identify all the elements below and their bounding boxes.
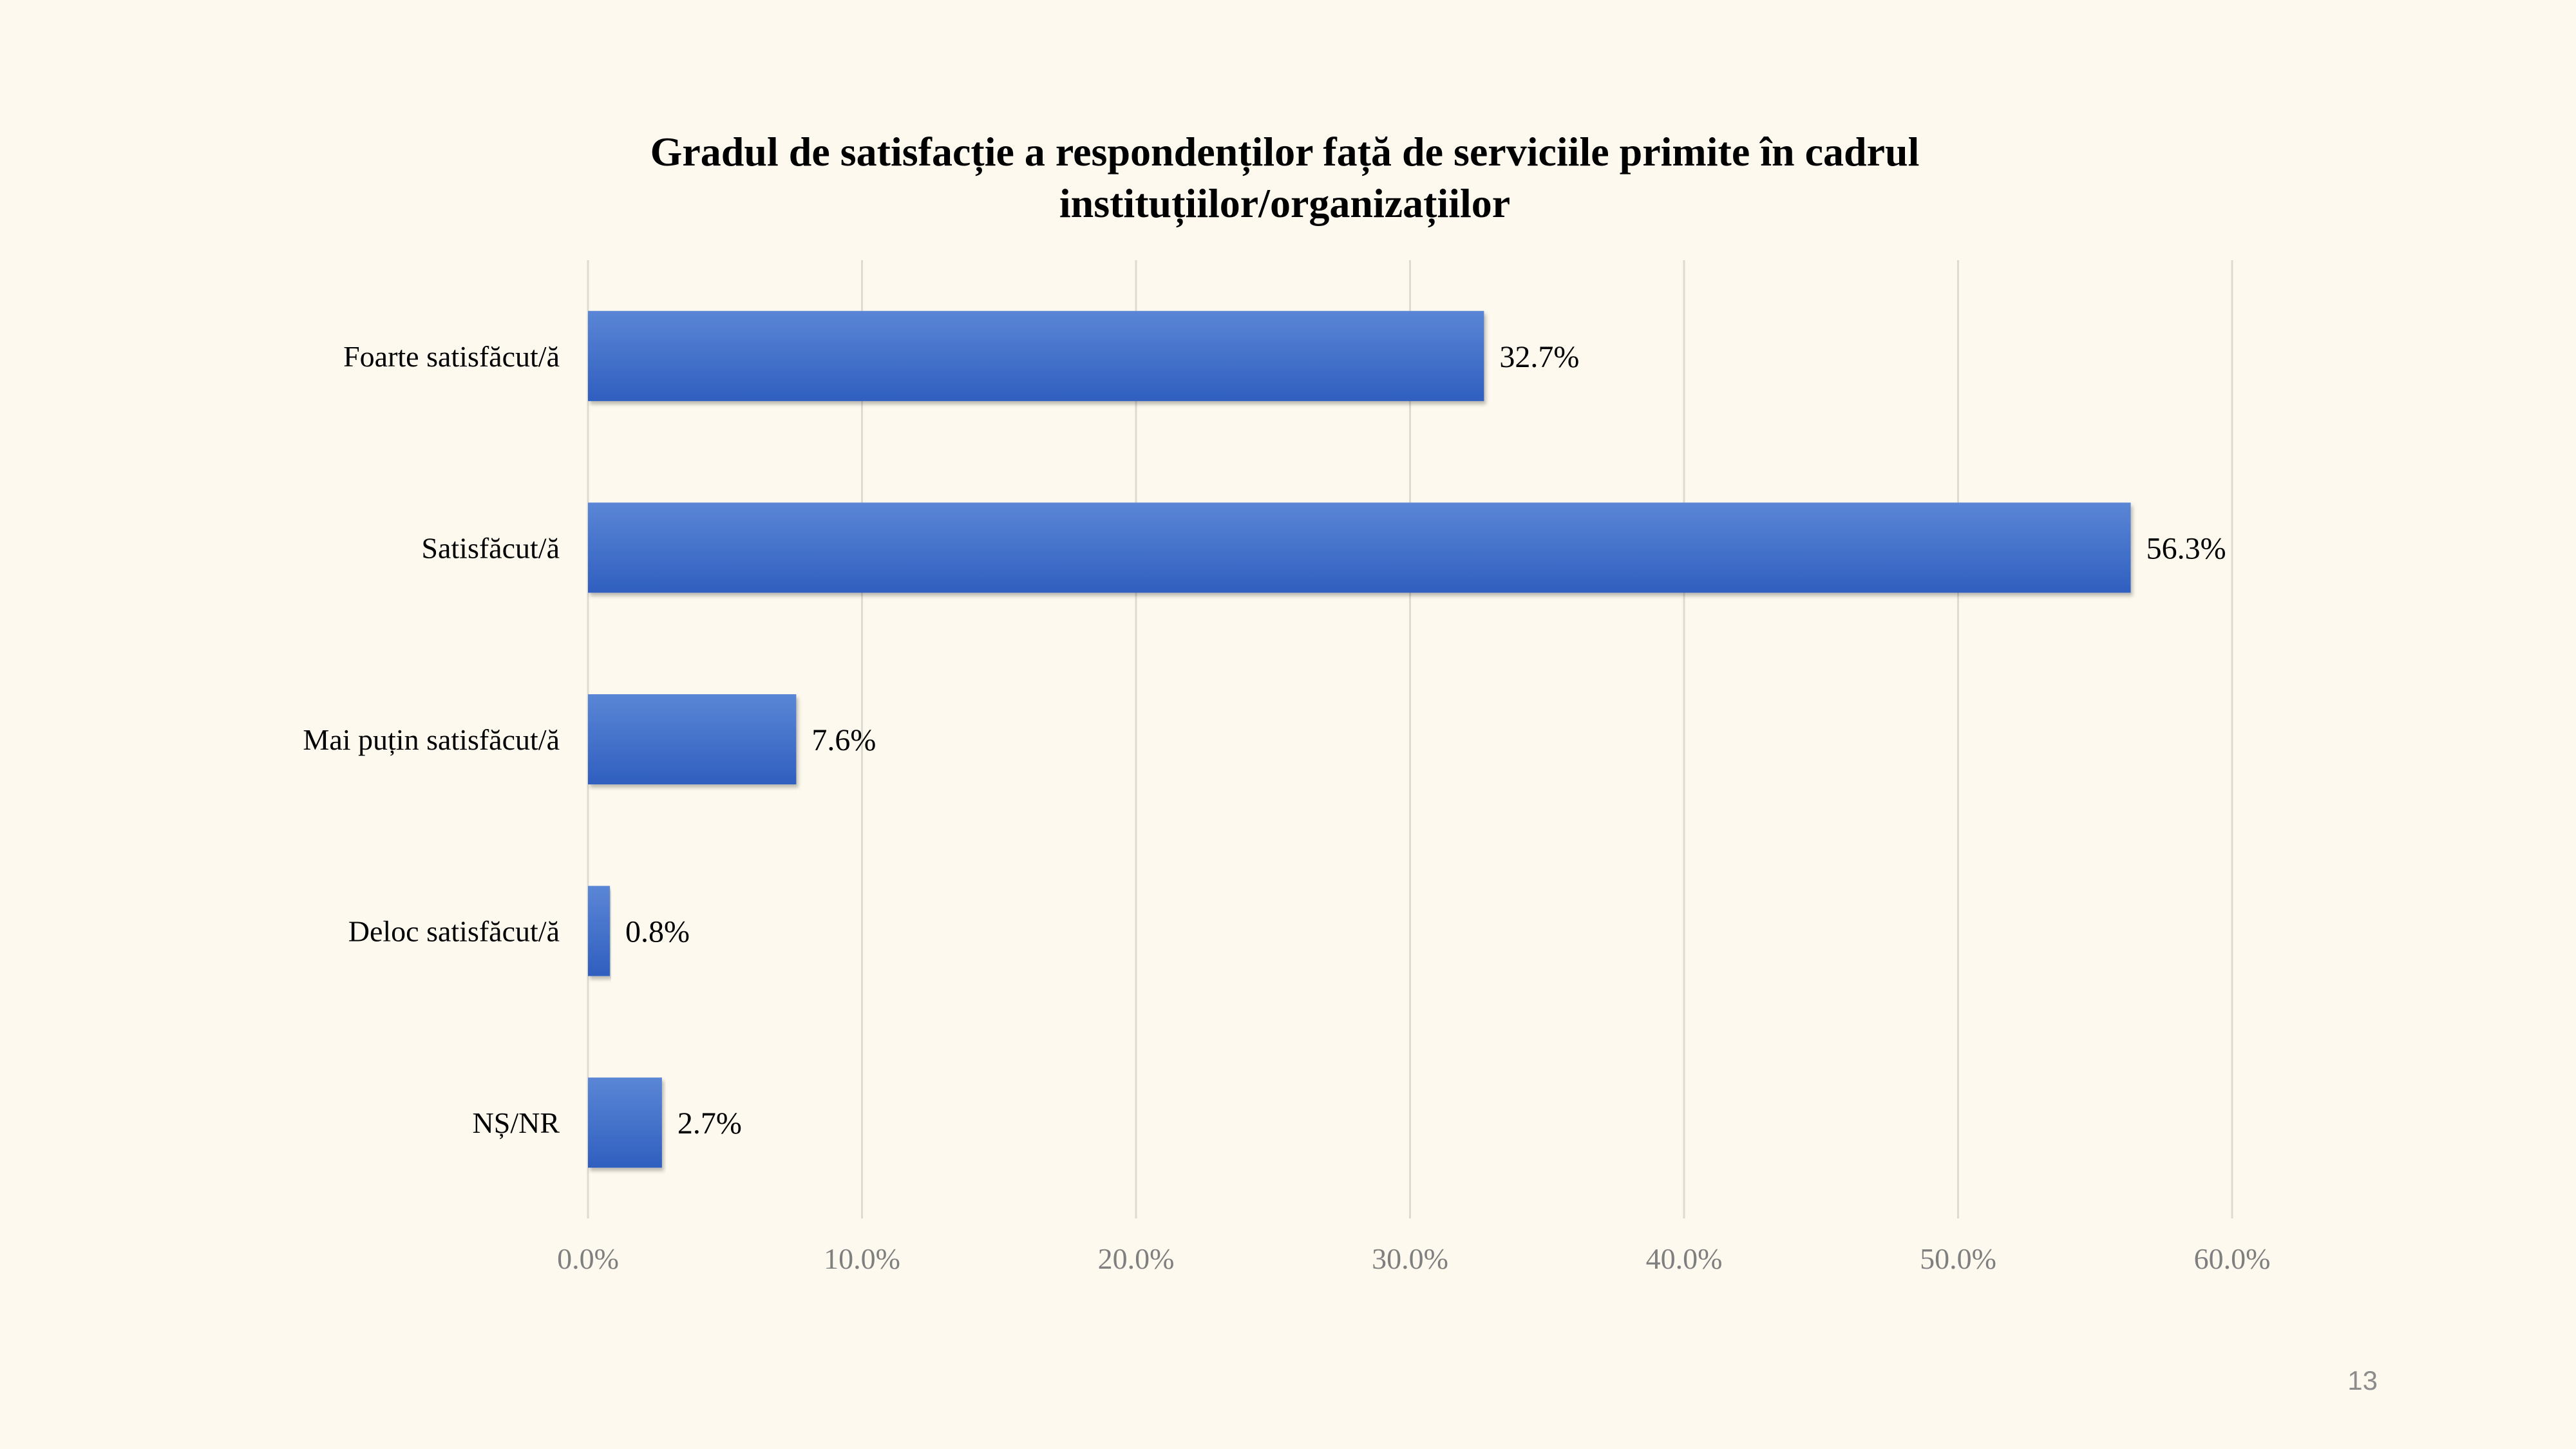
x-tick-label-0: 0.0%: [557, 1242, 619, 1275]
bars: [588, 310, 2131, 1168]
data-label-0: 32.7%: [1499, 340, 1579, 374]
bar-4: [588, 1077, 662, 1168]
bar-2: [588, 694, 797, 784]
x-tick-label-2: 20.0%: [1098, 1242, 1175, 1275]
labels: 0.0% 10.0% 20.0% 30.0% 40.0% 50.0% 60.0% Foarte…: [303, 340, 2270, 1275]
chart-title-line-1: Gradul de satisfacție a respondenților f…: [650, 129, 1920, 175]
category-label-4: NȘ/NR: [473, 1106, 560, 1139]
bar-1: [588, 502, 2131, 593]
page-number: 13: [2347, 1365, 2378, 1396]
gridlines: [587, 260, 2233, 1218]
category-label-1: Satisfăcut/ă: [421, 531, 560, 564]
data-label-2: 7.6%: [811, 723, 876, 757]
x-tick-label-4: 40.0%: [1646, 1242, 1723, 1275]
data-label-4: 2.7%: [677, 1106, 742, 1141]
chart-title-line-2: instituțiilor/organizațiilor: [1059, 180, 1511, 226]
x-tick-label-3: 30.0%: [1372, 1242, 1448, 1275]
x-tick-label-6: 60.0%: [2194, 1242, 2271, 1275]
category-label-2: Mai puțin satisfăcut/ă: [303, 723, 560, 756]
x-tick-label-1: 10.0%: [824, 1242, 900, 1275]
data-label-3: 0.8%: [625, 915, 690, 949]
category-label-0: Foarte satisfăcut/ă: [343, 340, 560, 373]
chart-title: Gradul de satisfacție a respondenților f…: [451, 126, 2119, 229]
category-label-3: Deloc satisfăcut/ă: [348, 915, 560, 948]
bar-0: [588, 310, 1484, 401]
x-tick-label-5: 50.0%: [1920, 1242, 1996, 1275]
data-label-1: 56.3%: [2146, 531, 2226, 565]
bar-3: [588, 886, 611, 976]
